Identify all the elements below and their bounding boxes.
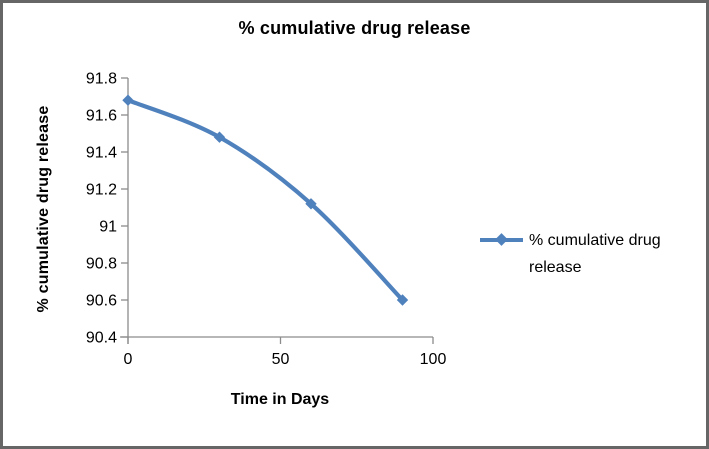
y-tick-label: 91.4 (86, 145, 117, 162)
legend-line-marker-icon (480, 233, 523, 246)
plot-area: 90.4 90.6 90.8 91 91.2 91.4 91.6 91.8 0 50 100 (86, 71, 447, 369)
chart-title: % cumulative drug release (238, 18, 471, 38)
y-tick-label: 91 (99, 219, 117, 236)
x-tick-label: 50 (272, 351, 290, 368)
y-tick-label: 91.6 (86, 108, 117, 125)
y-tick-label: 91.8 (86, 71, 117, 88)
legend-label: % cumulative drug release (529, 232, 661, 276)
y-tick-label: 91.2 (86, 182, 117, 199)
x-tick-label: 0 (124, 351, 133, 368)
x-tick-label: 100 (420, 351, 447, 368)
y-tick-label: 90.8 (86, 256, 117, 273)
data-point-marker (122, 94, 134, 106)
data-point-marker (396, 294, 409, 306)
data-point-marker (213, 131, 226, 143)
series-line (125, 98, 405, 303)
y-tick-label: 90.4 (86, 330, 117, 347)
x-axis-title: Time in Days (230, 391, 330, 408)
data-point-marker (305, 198, 317, 210)
y-tick-label: 90.6 (86, 293, 117, 310)
